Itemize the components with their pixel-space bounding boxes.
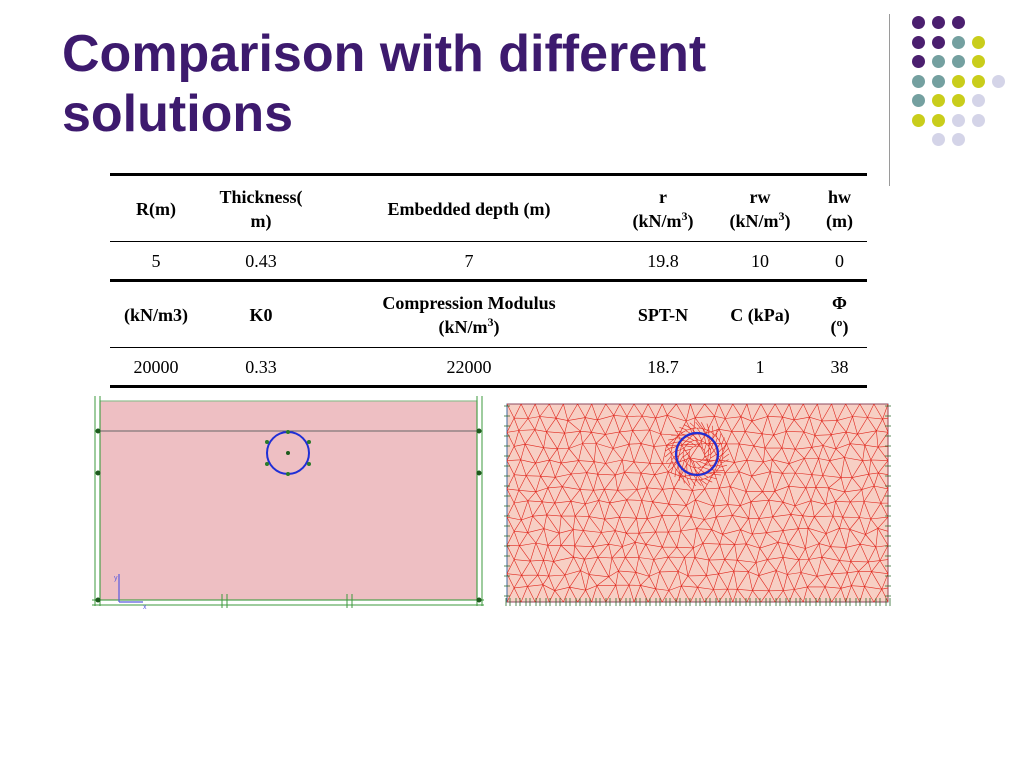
table-cell: 18.7 <box>618 347 708 388</box>
decorative-dot <box>952 133 965 146</box>
decorative-dot <box>952 35 965 49</box>
table-cell: 10 <box>708 241 812 282</box>
decorative-dot <box>912 16 925 29</box>
table-cell: 5 <box>110 241 202 282</box>
decorative-dot <box>912 94 925 107</box>
table-header-cell: Embedded depth (m) <box>320 173 618 242</box>
table-row: R(m) Thickness(m) Embedded depth (m) r (k… <box>110 173 867 242</box>
decorative-dot <box>992 74 1005 88</box>
table-cell: 19.8 <box>618 241 708 282</box>
decorative-dot <box>972 35 985 49</box>
table-header-cell: rw (kN/m3) <box>708 173 812 242</box>
fixity-ticks <box>504 405 891 606</box>
mesh-elements <box>506 403 889 603</box>
table-header-cell: K0 <box>202 280 320 348</box>
decorative-dot <box>932 133 945 146</box>
tunnel-nodes <box>265 430 311 476</box>
table-header-cell: (kN/m3) <box>110 280 202 348</box>
mesh-domain <box>506 403 889 603</box>
table-header-cell: Φ (º) <box>812 280 867 348</box>
decorative-dot <box>932 16 945 29</box>
decorative-dot <box>932 55 945 68</box>
decorative-dot <box>932 74 945 88</box>
table-header-cell: r (kN/m3) <box>618 173 708 242</box>
decorative-dot <box>972 74 985 88</box>
table-header-cell: Thickness(m) <box>202 173 320 242</box>
decorative-dot <box>952 113 965 127</box>
decorative-dot <box>932 35 945 49</box>
decorative-dot <box>972 94 985 107</box>
table-cell: 20000 <box>110 347 202 388</box>
decorative-dot <box>932 113 945 127</box>
mesh-triangles <box>506 403 889 603</box>
table-cell: 0.33 <box>202 347 320 388</box>
decorative-divider <box>889 14 890 186</box>
decorative-dot <box>912 55 925 68</box>
table-row: 5 0.43 7 19.8 10 0 <box>110 241 867 282</box>
decorative-dot <box>912 113 925 127</box>
table-cell: 1 <box>708 347 812 388</box>
table-row: 20000 0.33 22000 18.7 1 38 <box>110 347 867 388</box>
decorative-dot <box>952 94 965 107</box>
decorative-dot <box>932 94 945 107</box>
table-cell: 7 <box>320 241 618 282</box>
axis-indicator-icon: y x <box>114 574 147 611</box>
fe-mesh-figure <box>504 403 891 606</box>
table-header-cell: hw (m) <box>812 173 867 242</box>
decorative-dot <box>952 55 965 68</box>
boundary-fixities <box>92 396 484 608</box>
table-cell: 0 <box>812 241 867 282</box>
decorative-dot <box>912 35 925 49</box>
table-cell: 38 <box>812 347 867 388</box>
decorative-dot <box>972 113 985 127</box>
geometry-model-figure: y x <box>92 396 484 611</box>
axis-y-label: y <box>114 575 118 582</box>
decorative-dot <box>972 55 985 68</box>
title-line-2: solutions <box>62 85 294 143</box>
table-header-cell: C (kPa) <box>708 280 812 348</box>
geometry-points <box>95 428 482 603</box>
table-header-cell: R(m) <box>110 173 202 242</box>
table-row: (kN/m3) K0 Compression Modulus (kN/m3) SP… <box>110 280 867 348</box>
title-line-1: Comparison with different <box>62 25 707 83</box>
table-cell: 0.43 <box>202 241 320 282</box>
axis-x-label: x <box>143 604 147 611</box>
soil-parameter-table: R(m) Thickness(m) Embedded depth (m) r (k… <box>110 173 867 388</box>
boundary-fixities <box>504 405 891 606</box>
table-header-cell: SPT-N <box>618 280 708 348</box>
table-cell: 22000 <box>320 347 618 388</box>
decorative-dot <box>952 74 965 88</box>
slide-title: Comparison with different solutions <box>62 24 862 144</box>
tunnel-lining-circle <box>674 431 720 477</box>
decorative-dot <box>952 16 965 29</box>
table-header-cell: Compression Modulus (kN/m3) <box>320 280 618 348</box>
decorative-dot <box>912 74 925 88</box>
